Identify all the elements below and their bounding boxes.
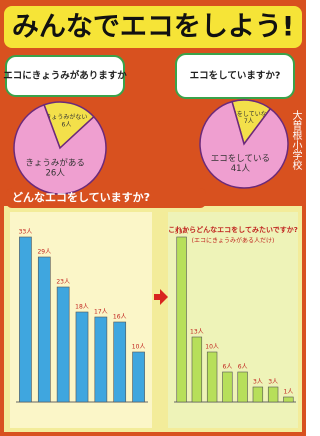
bar [57,287,69,402]
slice-value: 41人 [231,164,251,174]
bar [177,237,187,402]
pie-title: エコをしていますか? [190,70,281,82]
bar-value-label: 17人 [94,309,108,316]
bar-value-label: 10人 [205,344,219,351]
slice-value: 26人 [46,169,66,179]
bar [19,237,31,402]
bar [253,387,263,402]
bar-value-label: 3人 [253,379,263,386]
bar [76,312,88,402]
bar-value-label: 6人 [222,364,232,371]
slice-label: きょうみがある [25,158,85,169]
school-name: 大曽根小学校 [290,109,302,171]
bar-value-label: 10人 [132,344,146,351]
bar-title: どんなエコをしていますか? [12,191,150,204]
bar [114,322,126,402]
poster-title: みんなでエコをしよう! [12,12,294,43]
bar [95,317,107,402]
bar [283,397,293,402]
bar-value-label: 33人 [175,229,189,236]
bar [192,337,202,402]
bar [222,372,232,402]
bar [268,387,278,402]
bar [38,257,50,402]
bar-value-label: 33人 [19,229,33,236]
bar-value-label: 13人 [190,329,204,336]
bar-value-label: 18人 [75,304,89,311]
bar-value-label: 6人 [238,364,248,371]
slice-label: きょうみがない [45,113,87,121]
slice-value: 7人 [244,118,254,125]
pie-title: エコにきょうみがありますか [3,70,127,82]
bar [238,372,248,402]
bar [133,352,145,402]
slice-value: 6人 [62,121,72,128]
poster: みんなでエコをしよう! 大曽根小学校 エコにきょうみがありますかきょうみがない6… [0,0,306,436]
slice-label: エコをしている [211,154,270,164]
bar [207,352,217,402]
bar-value-label: 3人 [268,379,278,386]
bar-value-label: 29人 [37,249,51,256]
bar-value-label: 23人 [56,279,70,286]
bar-subtitle: (エコにきょうみがある人だけ) [192,237,275,245]
bar-value-label: 1人 [283,389,293,396]
bar-value-label: 16人 [113,314,127,321]
